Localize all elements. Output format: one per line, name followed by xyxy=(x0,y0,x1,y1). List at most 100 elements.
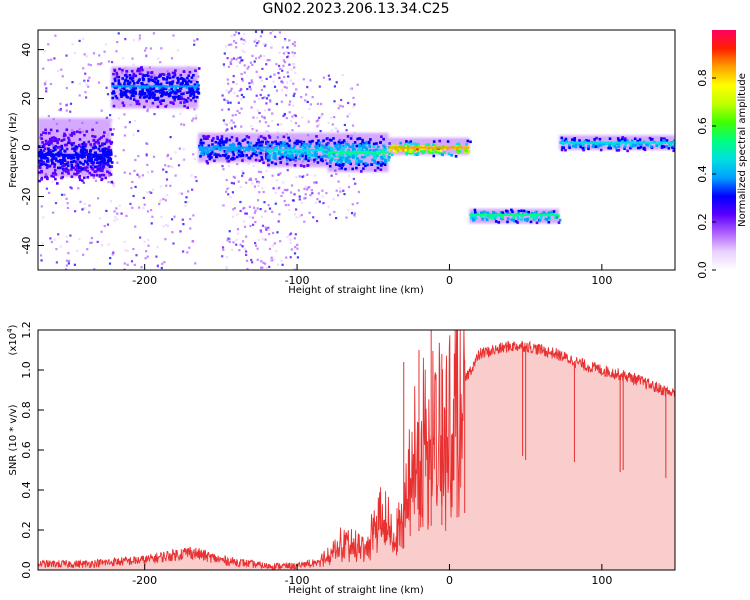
spectral-haze-dot xyxy=(285,94,288,97)
spectral-haze-dot xyxy=(169,136,172,139)
spectral-haze-dot xyxy=(241,174,244,177)
spectral-band-dot xyxy=(114,86,118,89)
spectral-band-dot xyxy=(351,167,354,171)
spectral-haze-dot xyxy=(269,75,272,78)
spectral-haze-dot xyxy=(116,218,119,221)
page-title: GN02.2023.206.13.34.C25 xyxy=(262,1,450,17)
spectral-band-dot xyxy=(143,93,147,96)
spectral-band-dot xyxy=(564,137,568,141)
spectral-band-dot xyxy=(380,163,383,166)
spectral-haze-dot xyxy=(146,110,149,113)
spectral-band-dot xyxy=(45,175,48,179)
spectral-band-dot xyxy=(48,137,52,141)
spectral-band-dot xyxy=(336,146,339,150)
spectral-haze-dot xyxy=(322,202,325,205)
spectral-haze-dot xyxy=(229,196,232,199)
spectral-band-dot xyxy=(75,155,79,158)
spectral-band-dot xyxy=(107,147,110,150)
spectral-haze-dot xyxy=(283,61,286,64)
spectral-haze-dot xyxy=(61,75,64,78)
spectral-band-dot xyxy=(325,137,329,141)
spectral-haze-dot xyxy=(243,225,247,228)
spectral-band-dot xyxy=(220,135,224,138)
spectral-haze-dot xyxy=(191,119,194,122)
spectral-band-dot xyxy=(313,158,316,162)
spectral-band-dot xyxy=(129,86,133,90)
spectral-haze-dot xyxy=(335,172,338,176)
spectral-haze-dot xyxy=(328,78,331,81)
spectral-band-dot xyxy=(381,162,385,165)
spectral-haze-dot xyxy=(276,231,279,234)
spectral-haze-dot xyxy=(278,213,281,216)
spectral-band-dot xyxy=(292,150,295,153)
spectral-band-dot xyxy=(443,147,447,151)
spectral-haze-dot xyxy=(251,54,254,57)
spectral-band-dot xyxy=(98,161,101,165)
spectral-band-dot xyxy=(49,139,53,142)
spectral-band-dot xyxy=(254,158,258,162)
spectral-band-dot xyxy=(199,148,202,151)
spectral-haze-dot xyxy=(325,192,328,195)
spectral-band-dot xyxy=(592,142,596,146)
spectral-haze-dot xyxy=(194,176,197,179)
spectral-band-dot xyxy=(92,161,95,164)
spectral-haze-dot xyxy=(341,74,344,77)
spectral-band-dot xyxy=(145,99,148,103)
spectral-band-dot xyxy=(86,163,90,166)
spectral-haze-dot xyxy=(145,47,148,50)
spectral-band-dot xyxy=(138,67,141,71)
spectral-band-dot xyxy=(99,162,103,166)
spectral-band-dot xyxy=(83,155,86,158)
spectral-band-dot xyxy=(220,141,223,144)
spectral-haze-dot xyxy=(158,200,161,203)
spectral-haze-dot xyxy=(230,58,233,61)
spectral-band-dot xyxy=(185,81,189,85)
spectral-band-dot xyxy=(382,156,385,159)
spectral-band-dot xyxy=(84,143,88,146)
spectral-haze-dot xyxy=(339,104,342,108)
spectral-band-dot xyxy=(293,144,296,148)
spectral-band-dot xyxy=(673,142,675,146)
spectral-band-dot xyxy=(98,144,102,148)
spectral-haze-dot xyxy=(235,243,238,246)
spectral-band-dot xyxy=(346,135,350,138)
spectral-haze-dot xyxy=(165,184,168,187)
spectral-haze-dot xyxy=(227,165,231,168)
spectral-band-dot xyxy=(103,142,106,146)
spectral-band-dot xyxy=(289,146,292,150)
spectral-band-dot xyxy=(111,133,114,136)
spectral-haze-dot xyxy=(285,189,288,192)
spectral-haze-dot xyxy=(356,83,359,86)
spectral-haze-dot xyxy=(346,115,349,118)
spectral-band-dot xyxy=(160,94,163,98)
spectral-band-dot xyxy=(474,217,478,220)
spectral-band-dot xyxy=(583,139,587,143)
spectral-haze-dot xyxy=(98,217,101,220)
spectral-band-dot xyxy=(67,136,70,140)
spectral-band-dot xyxy=(136,69,139,73)
spectral-haze-dot xyxy=(254,220,257,224)
spectral-haze-dot xyxy=(222,119,225,122)
spectral-band-dot xyxy=(497,221,501,224)
spectral-band-dot xyxy=(139,92,143,95)
spectral-band-dot xyxy=(74,151,78,155)
spectral-band-dot xyxy=(107,163,110,167)
spectral-haze-dot xyxy=(338,104,341,107)
spectral-band-dot xyxy=(120,93,123,97)
spectral-band-dot xyxy=(76,164,80,167)
spectral-band-dot xyxy=(74,164,78,168)
spectral-band-dot xyxy=(130,78,134,81)
spectral-haze-dot xyxy=(100,230,103,233)
spectral-band-dot xyxy=(101,143,104,146)
spectral-haze-dot xyxy=(298,195,301,198)
spectral-band-dot xyxy=(47,143,51,146)
spectral-band-dot xyxy=(315,135,318,138)
spectral-band-dot xyxy=(132,72,136,76)
spectral-haze-dot xyxy=(104,43,108,46)
spectral-band-dot xyxy=(119,88,122,91)
spectral-band-dot xyxy=(427,149,431,153)
colorbar-tick-label: 0.6 xyxy=(696,117,709,135)
spectral-haze-dot xyxy=(287,52,290,55)
spectral-band-dot xyxy=(337,159,340,162)
spectral-haze-dot xyxy=(258,97,261,100)
